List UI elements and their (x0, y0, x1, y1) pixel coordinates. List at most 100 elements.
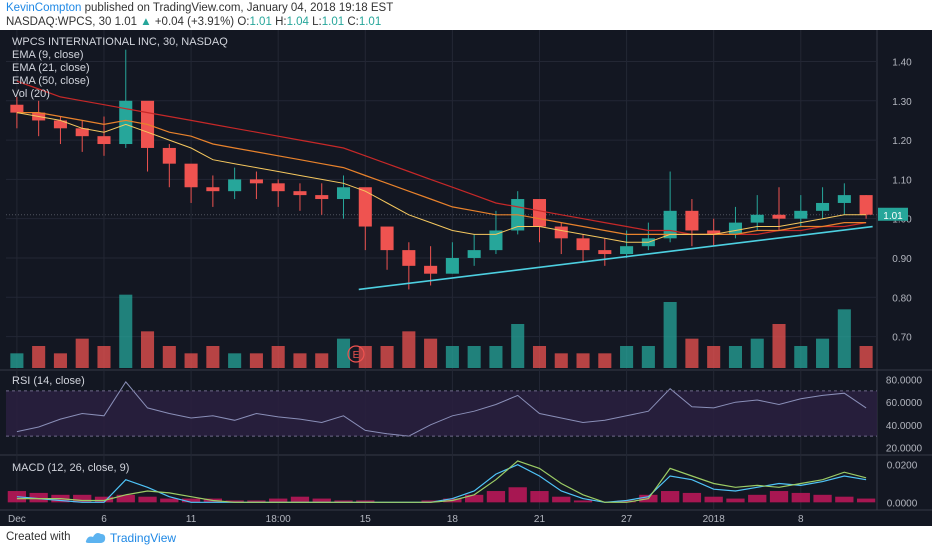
chart-svg[interactable]: 1.401.301.201.101.000.900.800.7080.00006… (0, 30, 932, 526)
macd-histogram-bar (552, 496, 571, 503)
rsi-line (16, 381, 867, 437)
chart-area[interactable]: 1.401.301.201.101.000.900.800.7080.00006… (0, 30, 932, 526)
created-with-text: Created with (6, 531, 71, 543)
macd-histogram-bar (835, 496, 854, 503)
price-badge (878, 207, 908, 221)
rsi-label: RSI (14, close) (12, 375, 85, 387)
tradingview-logo-icon (85, 533, 106, 543)
volume-bar (380, 346, 394, 368)
volume-bar (184, 353, 198, 368)
time-axis: Dec 6 11 18:00 15 18 21 27 2018 8 (8, 514, 804, 525)
macd-histogram-bar (769, 491, 789, 503)
candle-body (162, 147, 176, 164)
volume-bar (358, 346, 372, 368)
macd-histogram-bar (312, 498, 331, 503)
volume-bar (837, 309, 851, 368)
rsi-tick-label: 80.0000 (886, 376, 923, 387)
candle-body (119, 100, 133, 145)
candle-body (685, 210, 699, 231)
candle-body (184, 163, 198, 188)
time-tick-label: 15 (360, 514, 372, 525)
high-value: 1.04 (286, 16, 309, 28)
rsi-band (6, 390, 877, 437)
candle-body (336, 187, 351, 200)
macd-histogram-bar (94, 496, 114, 503)
volume-bar (663, 302, 677, 368)
candle-body (228, 179, 242, 192)
candle-body (10, 104, 24, 113)
candle-body (598, 250, 612, 255)
ema9-line (16, 112, 867, 243)
macd-histogram-bar (682, 492, 702, 503)
macd-histogram-bar (160, 498, 179, 503)
trendline (358, 225, 873, 291)
volume-bar (598, 353, 612, 368)
macd-histogram-bar (334, 500, 353, 503)
price-badge-text: 1.01 (883, 211, 903, 222)
price-tick-label: 1.20 (892, 136, 912, 147)
volume-bar (119, 294, 133, 368)
volume-bar (293, 353, 307, 368)
candle-body (206, 187, 220, 192)
rsi-tick-label: 40.0000 (886, 421, 923, 432)
macd-histogram-bar (465, 494, 484, 503)
volume-bar (489, 346, 503, 368)
macd-histogram-bar (486, 491, 506, 503)
candle-body (750, 214, 764, 223)
candle-body (576, 238, 590, 251)
volume-bar (511, 324, 525, 368)
open-value: 1.01 (249, 16, 272, 28)
time-tick-label: 27 (621, 514, 633, 525)
macd-histogram-bar (573, 500, 593, 503)
tradingview-brand[interactable]: TradingView (110, 531, 177, 545)
legend-ema21: EMA (21, close) (12, 62, 90, 74)
candle-body (53, 120, 67, 129)
rsi-tick-label: 60.0000 (886, 398, 923, 409)
earnings-marker-icon[interactable] (347, 345, 365, 363)
macd-histogram-bar (7, 491, 27, 503)
candle-body (97, 136, 111, 145)
volume-bar (32, 346, 46, 368)
volume-bar (445, 346, 459, 368)
macd-histogram-bar (726, 498, 745, 503)
rsi-tick-label: 20.0000 (886, 443, 923, 454)
low-label: L: (312, 16, 322, 28)
legend-ema9: EMA (9, close) (12, 49, 84, 61)
candle-body (532, 199, 547, 227)
price-tick-label: 1.30 (892, 97, 912, 108)
author-link[interactable]: KevinCompton (6, 2, 82, 14)
volume-bar (97, 346, 111, 368)
time-tick-label: 18 (447, 514, 459, 525)
macd-histogram-bar (181, 498, 201, 503)
volume-bar (228, 353, 242, 368)
ema21-line (16, 112, 867, 235)
candle-body (424, 265, 438, 274)
close-value: 1.01 (358, 16, 382, 28)
publish-header: KevinCompton published on TradingView.co… (0, 0, 932, 30)
macd-histogram-bar (29, 492, 48, 503)
macd-histogram-bar (508, 487, 527, 503)
volume-bar (576, 353, 590, 368)
time-tick-label: Dec (8, 514, 26, 525)
macd-histogram-bar (530, 491, 549, 503)
legend-ema50: EMA (50, close) (12, 75, 90, 87)
time-tick-label: 6 (101, 514, 107, 525)
macd-histogram-bar (813, 494, 832, 503)
macd-histogram-bar (116, 494, 135, 503)
time-tick-label: 2018 (703, 514, 726, 525)
volume-bar (750, 338, 764, 368)
legend-title: WPCS INTERNATIONAL INC, 30, NASDAQ (12, 36, 228, 48)
time-tick-label: 21 (534, 514, 546, 525)
candle-body (402, 250, 416, 266)
last-price: 1.01 (114, 16, 138, 28)
high-label: H: (275, 16, 287, 28)
candle-body (728, 222, 742, 235)
volume-bar (75, 338, 89, 368)
time-tick-label: 11 (186, 514, 197, 525)
published-text: published on TradingView.com, January 04… (84, 2, 394, 14)
open-label: O: (237, 16, 250, 28)
volume-bar (206, 346, 220, 368)
volume-bar (816, 338, 830, 368)
volume-bar (641, 346, 655, 368)
volume-bar (707, 346, 721, 368)
